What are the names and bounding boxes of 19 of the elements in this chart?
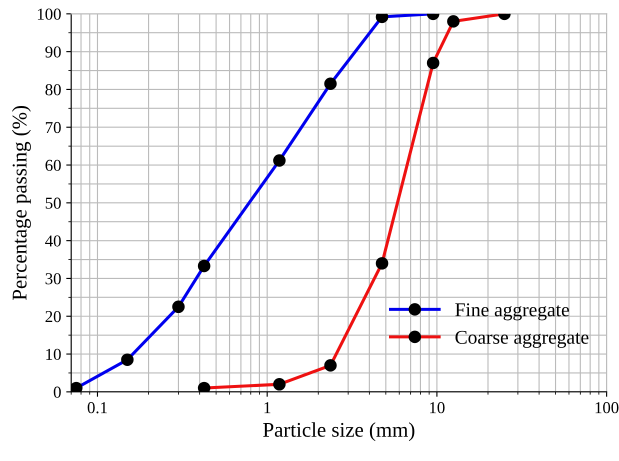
y-tick-label: 10: [46, 348, 61, 360]
y-tick-label: 60: [46, 160, 61, 171]
y-axis-title: Percentage passing (%): [12, 106, 31, 300]
y-tick-label: 50: [46, 198, 61, 209]
x-tick-label: 0.1: [88, 402, 107, 414]
y-tick-label: 70: [46, 122, 61, 134]
y-tick-label: 90: [45, 46, 61, 58]
legend-label: Coarse aggregate: [455, 330, 588, 348]
x-tick-label: 100: [596, 402, 618, 414]
y-tick-label: 100: [38, 8, 61, 20]
x-tick-label: 10: [430, 402, 445, 414]
y-tick-label: 0: [54, 386, 61, 398]
y-tick-label: 30: [46, 273, 61, 284]
legend-label: Fine aggregate: [455, 303, 570, 320]
y-tick-label: 40: [45, 235, 61, 247]
x-tick-label: 1: [264, 402, 270, 414]
y-tick-label: 20: [46, 310, 61, 322]
x-axis-title: Particle size (mm): [263, 422, 414, 442]
y-tick-label: 80: [45, 84, 61, 96]
